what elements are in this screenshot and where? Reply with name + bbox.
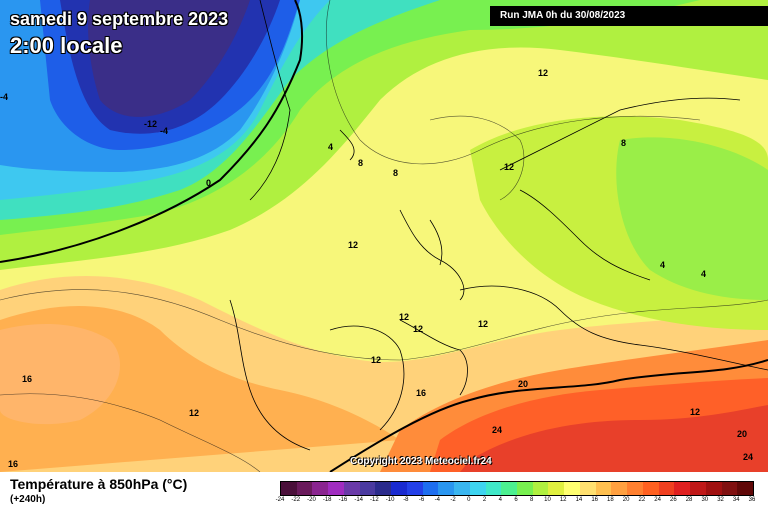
contour-label: 4 <box>660 260 665 270</box>
color-scale-swatch <box>312 482 329 495</box>
contour-label: 0 <box>206 178 211 188</box>
contour-label: 24 <box>492 425 502 435</box>
color-scale-tick: 0 <box>467 497 471 503</box>
legend-title: Température à 850hPa (°C) <box>10 476 188 492</box>
color-scale-tick: 26 <box>669 497 677 503</box>
color-scale-swatch <box>517 482 533 495</box>
color-scale-tick: 28 <box>685 497 693 503</box>
run-info: Run JMA 0h du 30/08/2023 <box>490 6 768 26</box>
contour-label: 24 <box>743 452 753 462</box>
color-scale-swatch <box>359 482 376 495</box>
contour-label: 20 <box>737 429 747 439</box>
color-scale-tick: -12 <box>370 497 379 503</box>
color-scale-swatch <box>343 482 360 495</box>
color-scale-swatch <box>705 482 722 495</box>
color-scale-swatch <box>501 482 518 495</box>
contour-label: 12 <box>478 319 488 329</box>
color-scale-tick: 32 <box>717 497 724 503</box>
color-scale-swatch <box>627 482 643 495</box>
color-scale-swatch <box>611 482 628 495</box>
color-scale-swatch <box>469 482 486 495</box>
color-scale-tick: -22 <box>291 497 301 503</box>
contour-label: -4 <box>160 126 168 136</box>
contour-label: 4 <box>328 142 333 152</box>
color-scale-swatch <box>690 482 706 495</box>
color-scale-tick: 2 <box>482 497 487 503</box>
color-scale-tick: -14 <box>354 497 363 503</box>
contour-label: 12 <box>371 355 381 365</box>
temperature-map: 0 -4 -12 -4 4 8 8 12 12 12 12 12 12 8 4 … <box>0 0 768 472</box>
contour-label: 12 <box>399 312 409 322</box>
contour-label: 20 <box>518 379 528 389</box>
contour-label: 12 <box>413 324 423 334</box>
color-scale-tick: -20 <box>307 497 316 503</box>
contour-label: 8 <box>393 168 398 178</box>
contour-label: -12 <box>144 119 157 129</box>
color-scale-swatch <box>642 482 659 495</box>
color-scale-tick: 24 <box>654 497 661 503</box>
color-scale-swatch <box>438 482 455 495</box>
color-scale-ticks: -24 -22 -20 -18 -16 -14 -12 -10 -8 -6 -4 -2 0 2 4 6 8 10 1… <box>276 497 756 509</box>
color-scale-swatch <box>532 482 549 495</box>
color-scale-swatch <box>564 482 580 495</box>
color-scale-tick: -8 <box>403 497 409 503</box>
color-scale-tick: 10 <box>544 497 551 503</box>
color-scale-tick: 8 <box>530 497 534 503</box>
color-scale-swatch <box>454 482 470 495</box>
color-scale-tick: -6 <box>418 497 425 503</box>
color-scale-swatch <box>485 482 502 495</box>
color-scale-swatch <box>548 482 565 495</box>
color-scale-tick: -4 <box>434 497 440 503</box>
color-scale-swatch <box>281 482 297 495</box>
contour-label: 16 <box>22 374 32 384</box>
color-scale-tick: 20 <box>622 497 630 503</box>
contour-label: 12 <box>538 68 548 78</box>
forecast-time: 2:00 locale <box>10 33 123 58</box>
contour-label: 12 <box>348 240 358 250</box>
color-scale-tick: 14 <box>575 497 583 503</box>
forecast-date: samedi 9 septembre 2023 <box>10 9 229 29</box>
color-scale-swatch <box>658 482 675 495</box>
color-scale-swatch <box>674 482 691 495</box>
contour-label: 12 <box>504 162 514 172</box>
color-scale-swatch <box>737 482 754 495</box>
color-scale-tick: -18 <box>322 497 332 503</box>
contour-label: 16 <box>8 459 18 469</box>
legend-subtitle: (+240h) <box>10 494 46 505</box>
color-scale-tick: -24 <box>275 497 285 503</box>
color-scale-tick: 16 <box>591 497 598 503</box>
color-scale-tick: 34 <box>732 497 740 503</box>
color-scale-tick: 6 <box>514 497 518 503</box>
contour-label: 12 <box>690 407 700 417</box>
color-scale-tick: 12 <box>559 497 567 503</box>
color-scale-swatch <box>406 482 423 495</box>
color-scale-swatch <box>595 482 612 495</box>
contour-label: 4 <box>701 269 706 279</box>
contour-label: -4 <box>0 92 8 102</box>
color-scale-tick: 4 <box>498 497 502 503</box>
color-scale-tick: 30 <box>701 497 709 503</box>
color-scale-swatch <box>721 482 738 495</box>
contour-label: 8 <box>621 138 626 148</box>
contour-label: 8 <box>358 158 363 168</box>
color-scale-tick: -2 <box>450 497 456 503</box>
color-scale-swatch <box>375 482 392 495</box>
color-scale-swatch <box>391 482 407 495</box>
contour-label: 16 <box>416 388 426 398</box>
color-scale-tick: -10 <box>385 497 395 503</box>
color-scale-swatch <box>328 482 344 495</box>
contour-label: 12 <box>189 408 199 418</box>
color-scale-tick: 36 <box>748 497 756 503</box>
color-scale-tick: 22 <box>638 497 646 503</box>
legend-footer: Température à 850hPa (°C) (+240h) -24 -22… <box>0 472 768 512</box>
color-scale <box>280 481 754 496</box>
color-scale-tick: 18 <box>607 497 614 503</box>
copyright-text: Copyright 2023 Meteociel.fr24 <box>350 456 492 467</box>
color-scale-swatch <box>422 482 439 495</box>
color-scale-swatch <box>296 482 313 495</box>
color-scale-swatch <box>579 482 596 495</box>
color-scale-tick: -16 <box>338 497 348 503</box>
